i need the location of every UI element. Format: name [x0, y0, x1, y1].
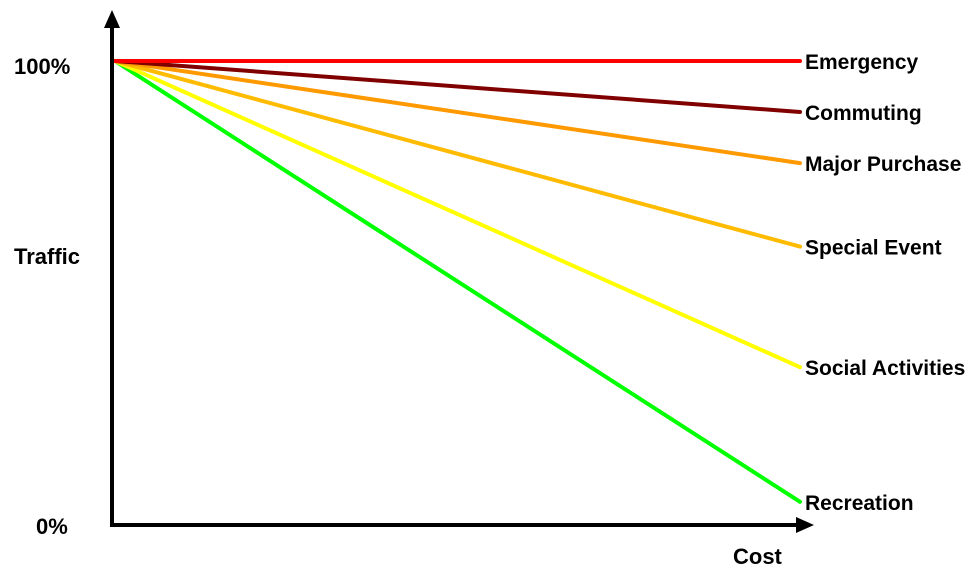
series-line-2 [113, 59, 802, 166]
y-axis-label: Traffic [14, 244, 80, 269]
y-tick-label-top: 100% [14, 54, 70, 79]
y-tick-label-bottom: 0% [36, 514, 68, 539]
series-label-2: Major Purchase [805, 153, 961, 176]
x-axis-arrow-icon [796, 517, 814, 533]
series-line-3 [113, 59, 802, 249]
series-layer [113, 59, 802, 504]
series-line-1 [113, 59, 802, 114]
series-line-4 [113, 59, 802, 370]
series-label-4: Social Activities [805, 357, 965, 380]
y-axis-arrow-icon [104, 10, 120, 28]
series-label-1: Commuting [805, 102, 922, 125]
x-axis-label: Cost [733, 544, 783, 569]
series-line-5 [113, 59, 802, 504]
series-label-5: Recreation [805, 492, 914, 515]
axes [104, 10, 814, 533]
series-label-0: Emergency [805, 51, 919, 74]
series-label-layer: Emergency Commuting Major Purchase Special … [805, 51, 965, 515]
series-label-3: Special Event [805, 237, 942, 260]
